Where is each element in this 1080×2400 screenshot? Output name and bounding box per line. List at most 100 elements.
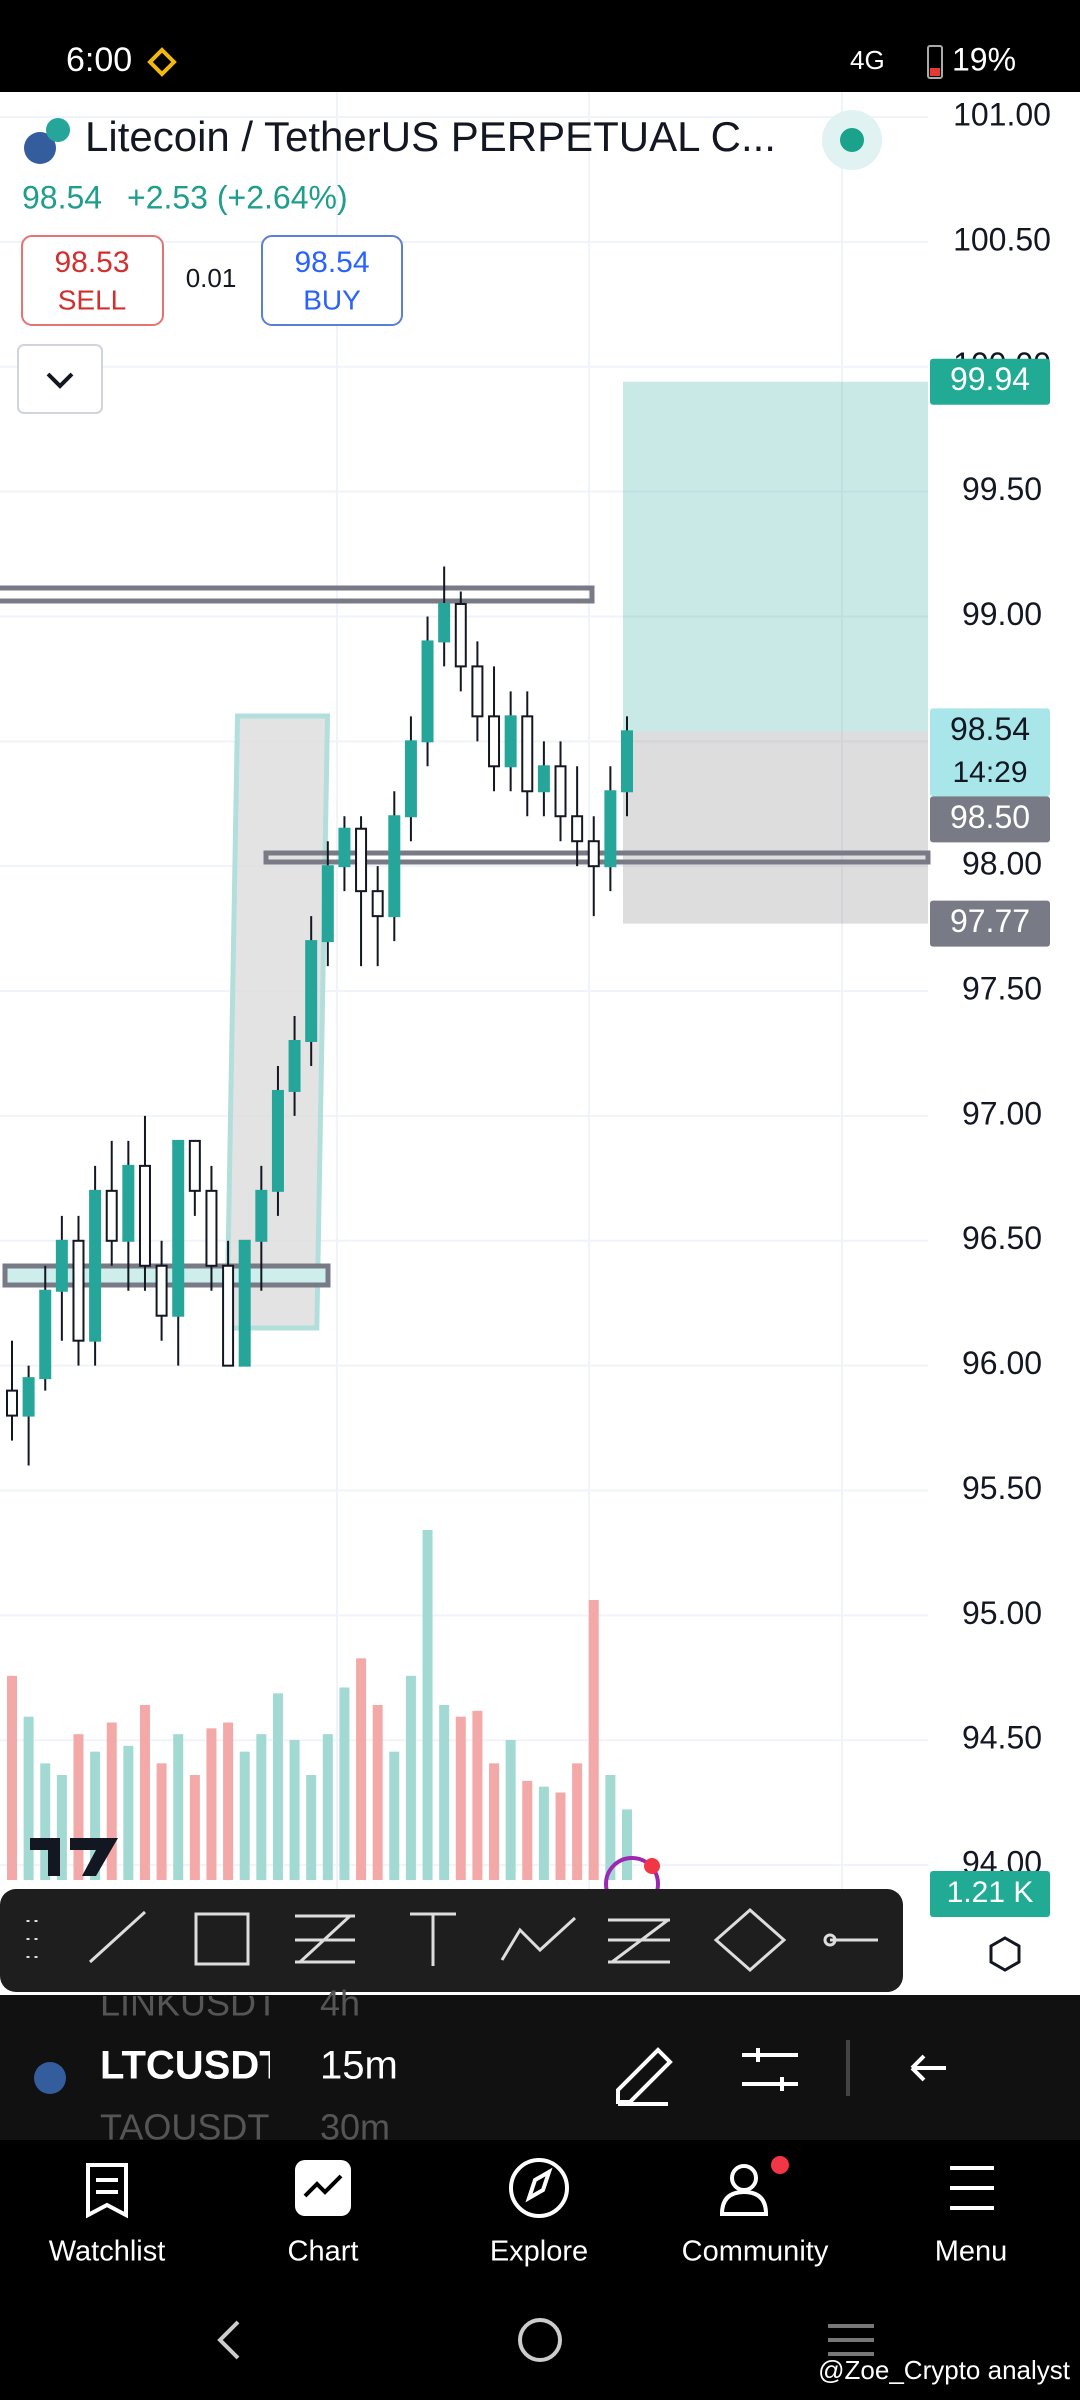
projection-tool[interactable]	[608, 1918, 670, 1964]
spread: 0.01	[186, 263, 237, 293]
candle-body	[72, 1239, 85, 1342]
range-box[interactable]	[224, 713, 331, 1331]
back-button[interactable]	[217, 2320, 240, 2360]
candle-body	[172, 1139, 185, 1317]
price-tag-label: 98.50	[950, 799, 1030, 835]
candle-body	[22, 1377, 35, 1417]
status-bar	[0, 0, 1080, 92]
rectangle-tool[interactable]	[194, 1912, 250, 1966]
candle-body	[188, 1139, 201, 1192]
interval-prev[interactable]: 4h	[320, 1983, 360, 2024]
symbol-bar	[0, 1995, 1080, 2140]
sell-button[interactable]	[21, 235, 164, 326]
buy-price: 98.54	[294, 246, 369, 279]
volume-bar	[239, 1751, 250, 1880]
volume-bar	[472, 1710, 483, 1880]
nav-label[interactable]: Community	[682, 2236, 829, 2268]
price-tag	[930, 358, 1050, 405]
volume-bar	[73, 1734, 84, 1880]
volume-bar	[289, 1740, 300, 1880]
nav-label[interactable]: Watchlist	[49, 2236, 166, 2268]
network: 4G	[850, 45, 885, 75]
y-tick-label: 97.00	[962, 1095, 1042, 1131]
candle-body	[554, 765, 567, 818]
symbol-next[interactable]: TAOUSDT	[100, 2107, 269, 2148]
candle-body	[471, 665, 484, 718]
watermark: @Zoe_Crypto analyst	[818, 2355, 1071, 2385]
volume-bar	[40, 1763, 51, 1880]
resistance-zone[interactable]	[0, 585, 595, 604]
volume-bar	[372, 1705, 383, 1880]
candle-body	[438, 602, 451, 643]
price-tag-label: 99.94	[950, 361, 1030, 397]
explore-icon[interactable]	[509, 2158, 569, 2218]
candle-body	[288, 1040, 301, 1092]
symbol-current[interactable]: LTCUSDT	[100, 2044, 284, 2088]
y-tick-label: 101.00	[953, 96, 1051, 132]
chart-panel	[0, 92, 1080, 1995]
text-tool[interactable]	[410, 1912, 456, 1966]
y-tick-label: 96.00	[962, 1345, 1042, 1381]
price-tag	[930, 796, 1050, 843]
alert-dot	[644, 1858, 660, 1874]
drag-handle[interactable]	[26, 1920, 38, 1958]
candle-body	[488, 715, 501, 768]
settings-icon[interactable]	[989, 1936, 1021, 1972]
menu-icon[interactable]	[950, 2166, 994, 2210]
volume-bar	[439, 1705, 450, 1880]
nav-label[interactable]: Chart	[288, 2236, 359, 2268]
volume-layer	[7, 1530, 632, 1880]
candle-body	[55, 1239, 68, 1292]
recents-button[interactable]	[828, 2324, 874, 2356]
volume-bar	[306, 1775, 317, 1880]
symbol-fade	[270, 2030, 310, 2110]
y-tick-label: 97.50	[962, 971, 1042, 1007]
market-status-dot	[840, 128, 864, 152]
collapse-button[interactable]	[17, 344, 103, 414]
pattern-tool[interactable]	[500, 1916, 577, 1961]
volume-bar	[106, 1722, 117, 1880]
profit-zone	[623, 381, 928, 732]
y-tick-label: 96.50	[962, 1220, 1042, 1256]
nav-label[interactable]: Explore	[490, 2236, 588, 2268]
y-tick-label: 99.00	[962, 596, 1042, 632]
watchlist-icon[interactable]	[86, 2163, 128, 2219]
volume-bar	[389, 1751, 400, 1880]
nav-label[interactable]: Menu	[935, 2236, 1008, 2268]
volume-bar	[455, 1716, 466, 1880]
loss-zone	[623, 731, 928, 924]
symbol-title[interactable]: Litecoin / TetherUS PERPETUAL C...	[85, 113, 776, 160]
trendline-tool[interactable]	[88, 1910, 147, 1964]
undo-button[interactable]	[910, 2054, 946, 2082]
volume-bar	[156, 1763, 167, 1880]
buy-button[interactable]	[261, 235, 403, 326]
volume-tag-label: 1.21 K	[947, 1876, 1034, 1909]
candle-body	[621, 730, 633, 793]
volume-bar	[489, 1763, 500, 1880]
indicators-button[interactable]	[742, 2048, 798, 2091]
y-tick-label: 95.50	[962, 1470, 1042, 1506]
shape-tool[interactable]	[713, 1907, 787, 1973]
symbol-prev[interactable]: LINKUSDT	[100, 1983, 278, 2024]
home-button[interactable]	[518, 2318, 562, 2362]
candle-body	[587, 840, 600, 868]
interval-current[interactable]: 15m	[320, 2044, 398, 2088]
candle-body	[571, 815, 584, 843]
price-tags: 99.94 98.54 14:29 98.50 97.77 1.21 K	[930, 358, 1050, 1917]
volume-bar	[173, 1734, 184, 1880]
candle-body	[238, 1239, 251, 1367]
fib-tool[interactable]	[295, 1914, 355, 1964]
candle-body	[138, 1164, 151, 1267]
price-change: +2.53 (+2.64%)	[127, 179, 348, 215]
volume-bar	[505, 1740, 516, 1880]
candle-body	[404, 740, 417, 818]
candle-body	[454, 602, 467, 668]
drawing-toolbar	[0, 1889, 903, 1992]
clock: 6:00	[66, 41, 132, 79]
volume-bar	[189, 1775, 200, 1880]
long-position[interactable]	[623, 381, 928, 924]
draw-button[interactable]	[616, 2047, 673, 2106]
community-icon-body	[719, 2189, 769, 2216]
volume-bar	[522, 1780, 533, 1880]
volume-bar	[555, 1792, 566, 1880]
